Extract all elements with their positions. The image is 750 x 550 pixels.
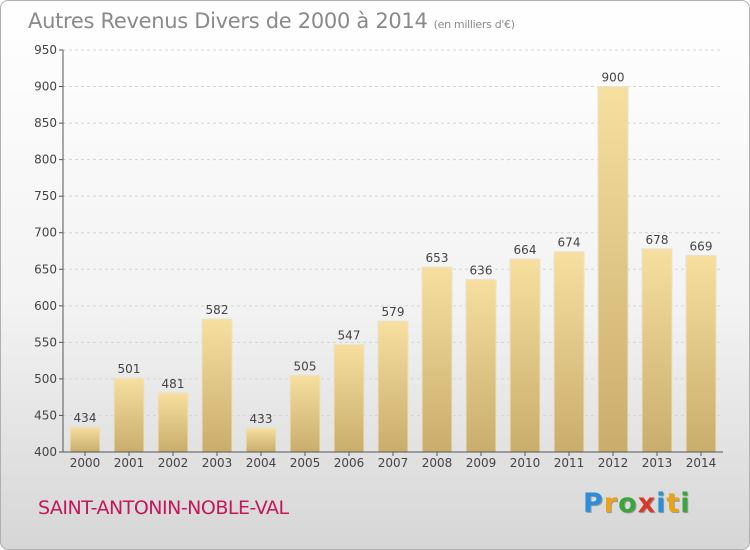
bar-2004 [245,427,277,453]
value-label-2004: 433 [250,412,273,426]
y-tick-label: 650 [34,262,57,276]
x-tick-label-2009: 2009 [466,456,497,470]
bar-2013 [641,248,673,453]
y-tick-label: 750 [34,189,57,203]
logo-letter: x [637,488,657,519]
chart-title-text: Autres Revenus Divers de 2000 à 2014 [28,9,428,33]
proxiti-logo: Proxiti [583,488,691,519]
x-tick-label-2014: 2014 [686,456,717,470]
bar-2001 [113,377,145,453]
x-tick-label-2003: 2003 [202,456,233,470]
logo-letter: i [680,488,691,519]
value-label-2010: 664 [514,243,537,257]
value-label-2003: 582 [206,303,229,317]
bars: 434 501 481 582 433 505 547 579 653 636 664 674 900 6… [69,71,717,453]
value-label-2007: 579 [382,305,405,319]
x-tick-label-2012: 2012 [598,456,629,470]
x-tick-label-2013: 2013 [642,456,673,470]
logo-letter: P [583,488,604,519]
x-tick-label-2004: 2004 [246,456,277,470]
y-tick-label: 500 [34,372,57,386]
bar-2000 [69,426,101,453]
value-label-2001: 501 [118,362,141,376]
bar-2014 [685,254,717,453]
value-label-2002: 481 [162,377,185,391]
x-tick-label-2008: 2008 [422,456,453,470]
axes: 400 450 500 550 600 650 700 750 800 850 900 950 2000… [34,43,723,470]
x-tick-label-2006: 2006 [334,456,365,470]
x-tick-label-2000: 2000 [70,456,101,470]
x-tick-label-2005: 2005 [290,456,321,470]
value-label-2000: 434 [74,411,97,425]
bar-2008 [421,266,453,453]
value-label-2009: 636 [470,264,493,278]
x-tick-label-2002: 2002 [158,456,189,470]
y-tick-label: 400 [34,445,57,459]
value-label-2005: 505 [294,359,317,373]
chart-subtitle: (en milliers d'€) [433,18,515,31]
logo-letter: t [666,488,681,519]
x-tick-label-2001: 2001 [114,456,145,470]
y-tick-label: 700 [34,226,57,240]
value-label-2013: 678 [646,233,669,247]
y-tick-label: 600 [34,299,57,313]
bar-2002 [157,392,189,453]
location-name: SAINT-ANTONIN-NOBLE-VAL [38,497,289,519]
value-label-2006: 547 [338,329,361,343]
logo-letter: o [618,488,638,519]
logo-letter: r [603,488,619,519]
chart-title: Autres Revenus Divers de 2000 à 2014 (en … [28,9,515,33]
value-label-2008: 653 [426,251,449,265]
bar-2012 [597,86,629,453]
y-tick-label: 950 [34,43,57,57]
bar-2007 [377,320,409,453]
y-tick-label: 450 [34,408,57,422]
y-tick-label: 550 [34,335,57,349]
value-label-2012: 900 [602,71,625,85]
y-tick-label: 800 [34,153,57,167]
bar-2009 [465,279,497,453]
y-tick-label: 900 [34,80,57,94]
bar-2003 [201,318,233,453]
bar-2006 [333,344,365,453]
bar-2005 [289,374,321,453]
x-tick-label-2010: 2010 [510,456,541,470]
x-tick-label-2011: 2011 [554,456,585,470]
bar-2011 [553,251,585,453]
x-tick-label-2007: 2007 [378,456,409,470]
value-label-2014: 669 [690,239,713,253]
logo-letter: i [656,488,667,519]
bar-2010 [509,258,541,453]
value-label-2011: 674 [558,236,581,250]
y-tick-label: 850 [34,116,57,130]
